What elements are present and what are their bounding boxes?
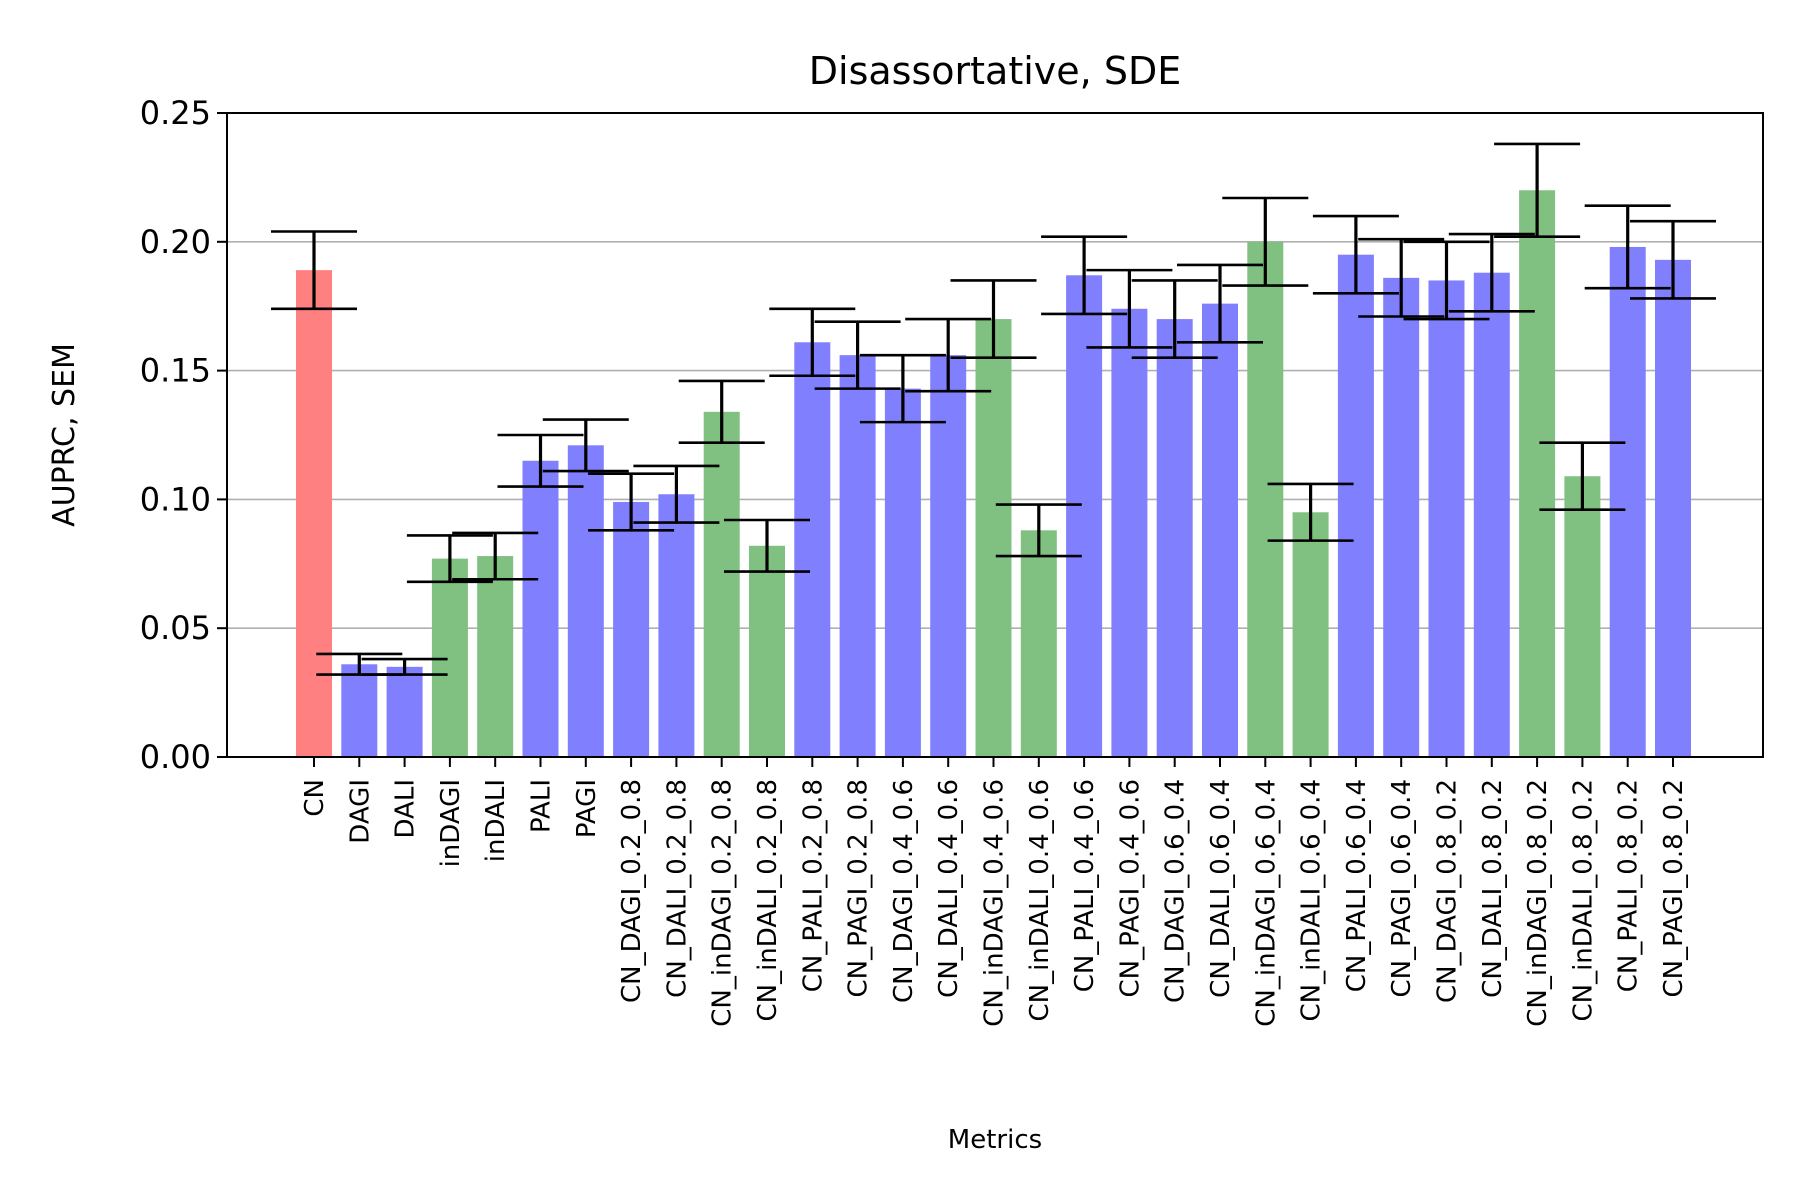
x-tick-label: inDAGI xyxy=(436,779,466,867)
x-tick-label: CN_DAGI_0.2_0.8 xyxy=(617,779,647,1003)
bar-CN_inDAGI_0.4_0.6 xyxy=(975,319,1012,757)
bar-CN_inDALI_0.4_0.6 xyxy=(1020,530,1057,757)
bar-CN xyxy=(296,270,332,757)
y-axis-label: AUPRC, SEM xyxy=(47,343,82,527)
x-tick-label: CN_inDAGI_0.8_0.2 xyxy=(1523,779,1553,1027)
bar-CN_inDAGI_0.2_0.8 xyxy=(703,411,740,757)
x-tick-label: CN_DALI_0.2_0.8 xyxy=(662,779,692,998)
bar-CN_DALI_0.4_0.6 xyxy=(930,355,967,757)
bar-CN_DALI_0.8_0.2 xyxy=(1473,272,1510,757)
bar-CN_DAGI_0.2_0.8 xyxy=(613,501,650,757)
bar-CN_DALI_0.6_0.4 xyxy=(1202,303,1238,757)
bar-CN_PALI_0.4_0.6 xyxy=(1066,275,1103,757)
x-tick-label: CN_DALI_0.8_0.2 xyxy=(1478,779,1508,998)
x-tick-label: CN_inDAGI_0.6_0.4 xyxy=(1251,779,1281,1027)
bar-DALI xyxy=(386,666,423,757)
x-tick-label: CN_inDALI_0.8_0.2 xyxy=(1568,779,1598,1022)
x-tick-label: CN_PAGI_0.2_0.8 xyxy=(844,779,874,997)
y-tick-label: 0.05 xyxy=(140,609,211,647)
error-bars xyxy=(271,142,1716,676)
x-axis-ticks: CN DAGI DALI inDAGI inDALI PALI PAGI CN_DAGI_0.… xyxy=(300,757,1689,1027)
x-tick-label: inDALI xyxy=(481,779,511,862)
y-axis-ticks: 0.00 0.05 0.10 0.15 0.20 0.25 xyxy=(140,94,227,776)
x-tick-label: CN_DAGI_0.4_0.6 xyxy=(889,779,919,1003)
bar-DAGI xyxy=(341,664,378,757)
bar-CN_PAGI_0.2_0.8 xyxy=(839,355,876,757)
bar-CN_PAGI_0.8_0.2 xyxy=(1655,259,1691,757)
bar-PAGI xyxy=(567,445,604,757)
x-tick-label: CN_inDALI_0.4_0.6 xyxy=(1025,779,1055,1022)
bar-CN_DAGI_0.4_0.6 xyxy=(884,388,921,757)
bar-CN_inDALI_0.6_0.4 xyxy=(1292,512,1329,757)
x-tick-label: CN_inDAGI_0.4_0.6 xyxy=(980,779,1010,1027)
plot-frame xyxy=(226,112,1764,758)
bars xyxy=(296,190,1691,758)
x-tick-label: CN_DAGI_0.6_0.4 xyxy=(1161,779,1191,1003)
x-tick-label: CN_DAGI_0.8_0.2 xyxy=(1433,779,1463,1003)
x-tick-label: CN_inDALI_0.2_0.8 xyxy=(753,779,783,1022)
x-tick-label: CN_PAGI_0.8_0.2 xyxy=(1659,779,1689,997)
x-tick-label: PAGI xyxy=(572,779,602,838)
bar-PALI xyxy=(522,460,559,757)
y-tick-label: 0.10 xyxy=(140,480,211,518)
bar-CN_PAGI_0.4_0.6 xyxy=(1111,308,1148,757)
bar-inDALI xyxy=(477,556,514,757)
bar-CN_PAGI_0.6_0.4 xyxy=(1383,277,1420,757)
bar-CN_inDALI_0.2_0.8 xyxy=(749,545,785,757)
bar-CN_DALI_0.2_0.8 xyxy=(658,494,695,757)
x-tick-label: CN_PALI_0.2_0.8 xyxy=(798,779,828,992)
bar-CN_PALI_0.6_0.4 xyxy=(1337,254,1374,757)
bar-CN_PALI_0.2_0.8 xyxy=(794,342,831,757)
y-tick-label: 0.25 xyxy=(140,94,211,132)
x-tick-label: PALI xyxy=(527,779,557,833)
bar-CN_inDAGI_0.6_0.4 xyxy=(1247,241,1284,758)
x-tick-label: CN_inDALI_0.6_0.4 xyxy=(1297,779,1327,1022)
bar-CN_inDAGI_0.8_0.2 xyxy=(1519,190,1556,757)
bar-CN_inDALI_0.8_0.2 xyxy=(1564,476,1601,757)
x-axis-label: Metrics xyxy=(948,1125,1042,1155)
x-tick-label: CN_PALI_0.6_0.4 xyxy=(1342,779,1372,992)
chart-title: Disassortative, SDE xyxy=(809,49,1181,93)
x-tick-label: CN_DALI_0.4_0.6 xyxy=(934,779,964,998)
y-tick-label: 0.00 xyxy=(140,738,211,776)
bar-CN_PALI_0.8_0.2 xyxy=(1609,246,1646,757)
x-tick-label: CN_PAGI_0.6_0.4 xyxy=(1387,779,1417,997)
y-tick-label: 0.20 xyxy=(140,223,211,261)
x-tick-label: CN_DALI_0.6_0.4 xyxy=(1206,779,1236,998)
x-tick-label: CN_PALI_0.8_0.2 xyxy=(1614,779,1644,992)
y-tick-label: 0.15 xyxy=(140,352,211,390)
x-tick-label: CN_inDAGI_0.2_0.8 xyxy=(708,779,738,1027)
x-tick-label: CN_PALI_0.4_0.6 xyxy=(1070,779,1100,992)
bar-CN_DAGI_0.8_0.2 xyxy=(1428,280,1465,757)
x-tick-label: DALI xyxy=(391,779,421,839)
x-tick-label: CN xyxy=(300,779,330,817)
bar-CN_DAGI_0.6_0.4 xyxy=(1156,319,1193,757)
x-tick-label: DAGI xyxy=(345,779,375,844)
x-tick-label: CN_PAGI_0.4_0.6 xyxy=(1115,779,1145,997)
